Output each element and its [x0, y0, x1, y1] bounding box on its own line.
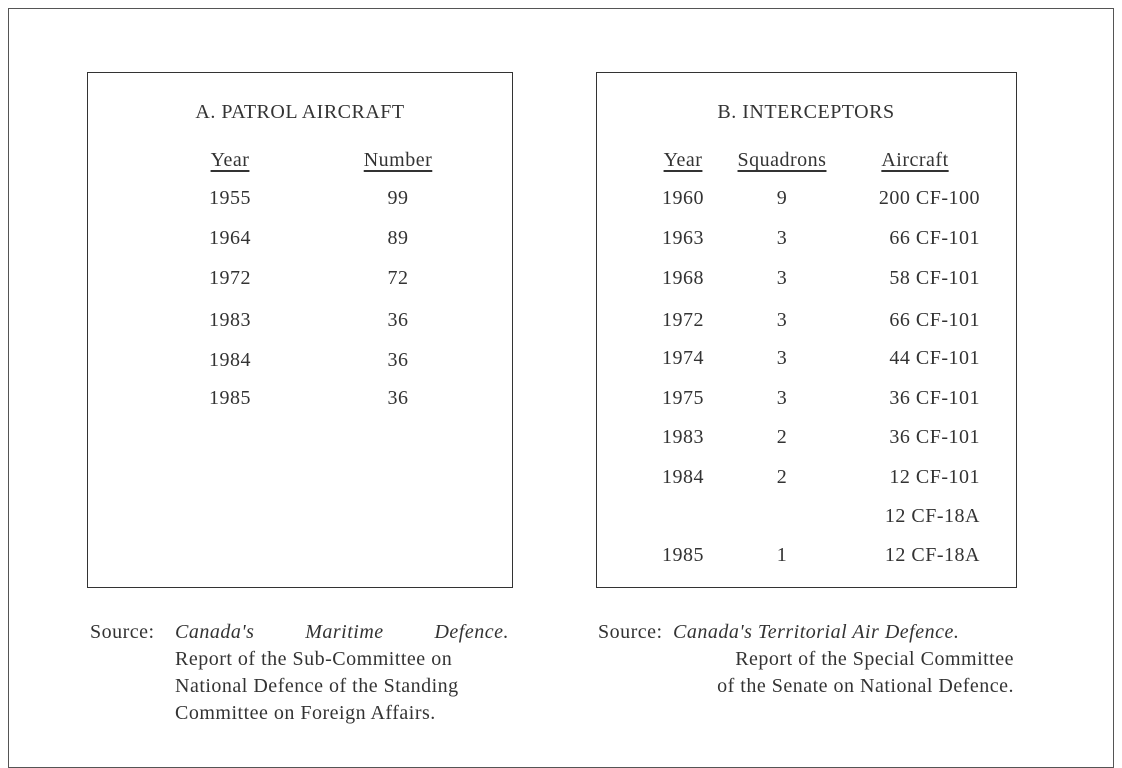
- table-cell: 36 CF-101: [889, 387, 980, 409]
- table-cell: 1955: [209, 187, 251, 209]
- table-cell: 12 CF-18A: [884, 544, 980, 566]
- table-cell: 1972: [209, 267, 251, 289]
- column-header: Number: [363, 149, 433, 171]
- table-cell: 44 CF-101: [889, 347, 980, 369]
- table-cell: 1984: [209, 349, 251, 371]
- table-title: A. PATROL AIRCRAFT: [195, 101, 405, 123]
- table-cell: 1974: [662, 347, 704, 369]
- table-cell: 72: [387, 267, 409, 289]
- table-cell: 1963: [662, 227, 704, 249]
- table-cell: 2: [776, 426, 788, 448]
- table-cell: 200 CF-100: [878, 187, 980, 209]
- column-header: Year: [210, 149, 250, 171]
- column-header: Year: [663, 149, 703, 171]
- table-cell: 89: [387, 227, 409, 249]
- table-cell: 66 CF-101: [889, 227, 980, 249]
- table-cell: 1984: [662, 466, 704, 488]
- table-cell: 1960: [662, 187, 704, 209]
- source-line: of the Senate on National Defence.: [717, 675, 1014, 697]
- table-cell: 1: [776, 544, 788, 566]
- table-cell: 66 CF-101: [889, 309, 980, 331]
- table-a-box: [87, 72, 513, 588]
- table-cell: 1964: [209, 227, 251, 249]
- column-header: Squadrons: [737, 149, 827, 171]
- table-cell: 1983: [209, 309, 251, 331]
- table-cell: 2: [776, 466, 788, 488]
- source-label: Source:: [598, 621, 663, 643]
- table-cell: 3: [776, 267, 788, 289]
- table-cell: 1968: [662, 267, 704, 289]
- table-cell: 3: [776, 347, 788, 369]
- table-cell: 1975: [662, 387, 704, 409]
- table-cell: 3: [776, 309, 788, 331]
- table-cell: 1972: [662, 309, 704, 331]
- source-line: National Defence of the Standing: [175, 675, 459, 697]
- source-line: Report of the Sub-Committee on: [175, 648, 453, 670]
- table-title: B. INTERCEPTORS: [717, 101, 895, 123]
- table-cell: 36: [387, 309, 409, 331]
- table-cell: 12 CF-101: [889, 466, 980, 488]
- source-line: Committee on Foreign Affairs.: [175, 702, 436, 724]
- table-cell: 99: [387, 187, 409, 209]
- table-cell: 12 CF-18A: [884, 505, 980, 527]
- table-b-box: [596, 72, 1017, 588]
- table-cell: 36: [387, 349, 409, 371]
- source-title: Canada's Territorial Air Defence.: [673, 621, 960, 643]
- source-line: Report of the Special Committee: [735, 648, 1014, 670]
- column-header: Aircraft: [881, 149, 949, 171]
- table-cell: 1983: [662, 426, 704, 448]
- source-title: Canada's Maritime Defence.: [175, 621, 509, 643]
- table-cell: 1985: [662, 544, 704, 566]
- table-cell: 36 CF-101: [889, 426, 980, 448]
- table-cell: 58 CF-101: [889, 267, 980, 289]
- table-cell: 9: [776, 187, 788, 209]
- table-cell: 3: [776, 227, 788, 249]
- table-cell: 3: [776, 387, 788, 409]
- table-cell: 1985: [209, 387, 251, 409]
- table-cell: 36: [387, 387, 409, 409]
- source-label: Source:: [90, 621, 155, 643]
